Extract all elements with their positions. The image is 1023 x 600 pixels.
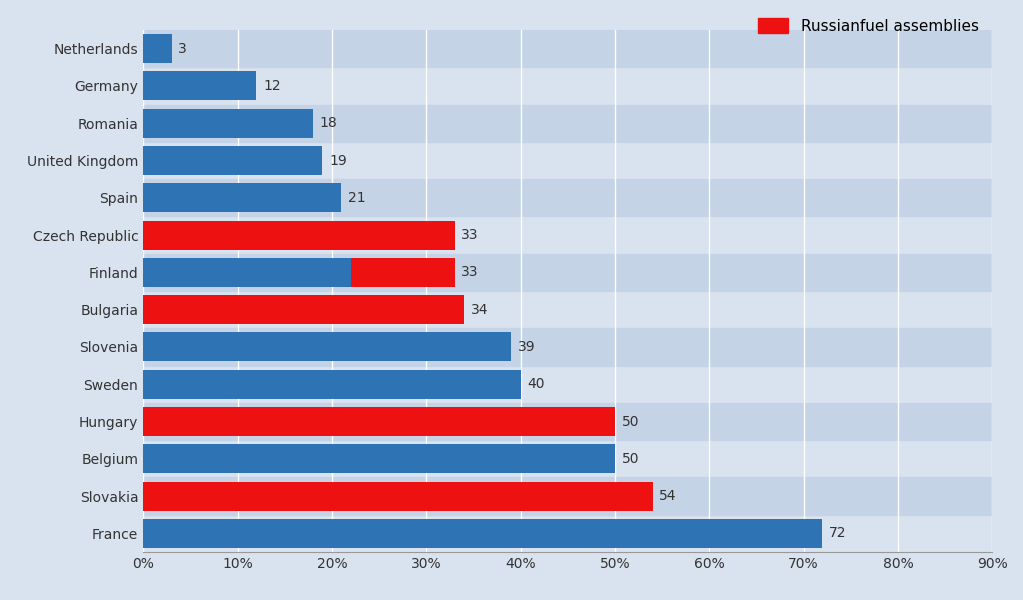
Bar (143, 258, 351, 287)
Text: 50: 50 (622, 452, 639, 466)
Bar (143, 478, 992, 515)
Text: 39: 39 (518, 340, 535, 354)
Bar (143, 34, 172, 63)
Legend: Russianfuel assemblies: Russianfuel assemblies (752, 11, 985, 40)
Bar (143, 30, 992, 67)
Text: 54: 54 (659, 489, 677, 503)
Text: 34: 34 (471, 302, 488, 317)
Bar (143, 482, 653, 511)
Bar (143, 109, 313, 138)
Bar (143, 403, 992, 440)
Text: 21: 21 (348, 191, 365, 205)
Text: 18: 18 (319, 116, 338, 130)
Bar (143, 183, 342, 212)
Bar (143, 254, 992, 291)
Text: 33: 33 (461, 265, 479, 280)
Text: 19: 19 (329, 154, 347, 167)
Text: 33: 33 (461, 228, 479, 242)
Bar (143, 370, 521, 399)
Text: 40: 40 (527, 377, 544, 391)
Text: 50: 50 (622, 415, 639, 428)
Bar (351, 258, 454, 287)
Bar (143, 519, 822, 548)
Bar (143, 104, 992, 142)
Text: 3: 3 (178, 41, 187, 56)
Bar (143, 179, 992, 217)
Bar (143, 444, 615, 473)
Bar (143, 328, 992, 365)
Text: 72: 72 (829, 526, 847, 541)
Bar (143, 71, 257, 100)
Bar (143, 146, 322, 175)
Bar (143, 221, 454, 250)
Bar (143, 407, 615, 436)
Bar (143, 295, 464, 324)
Bar (143, 332, 512, 361)
Text: 12: 12 (263, 79, 280, 93)
